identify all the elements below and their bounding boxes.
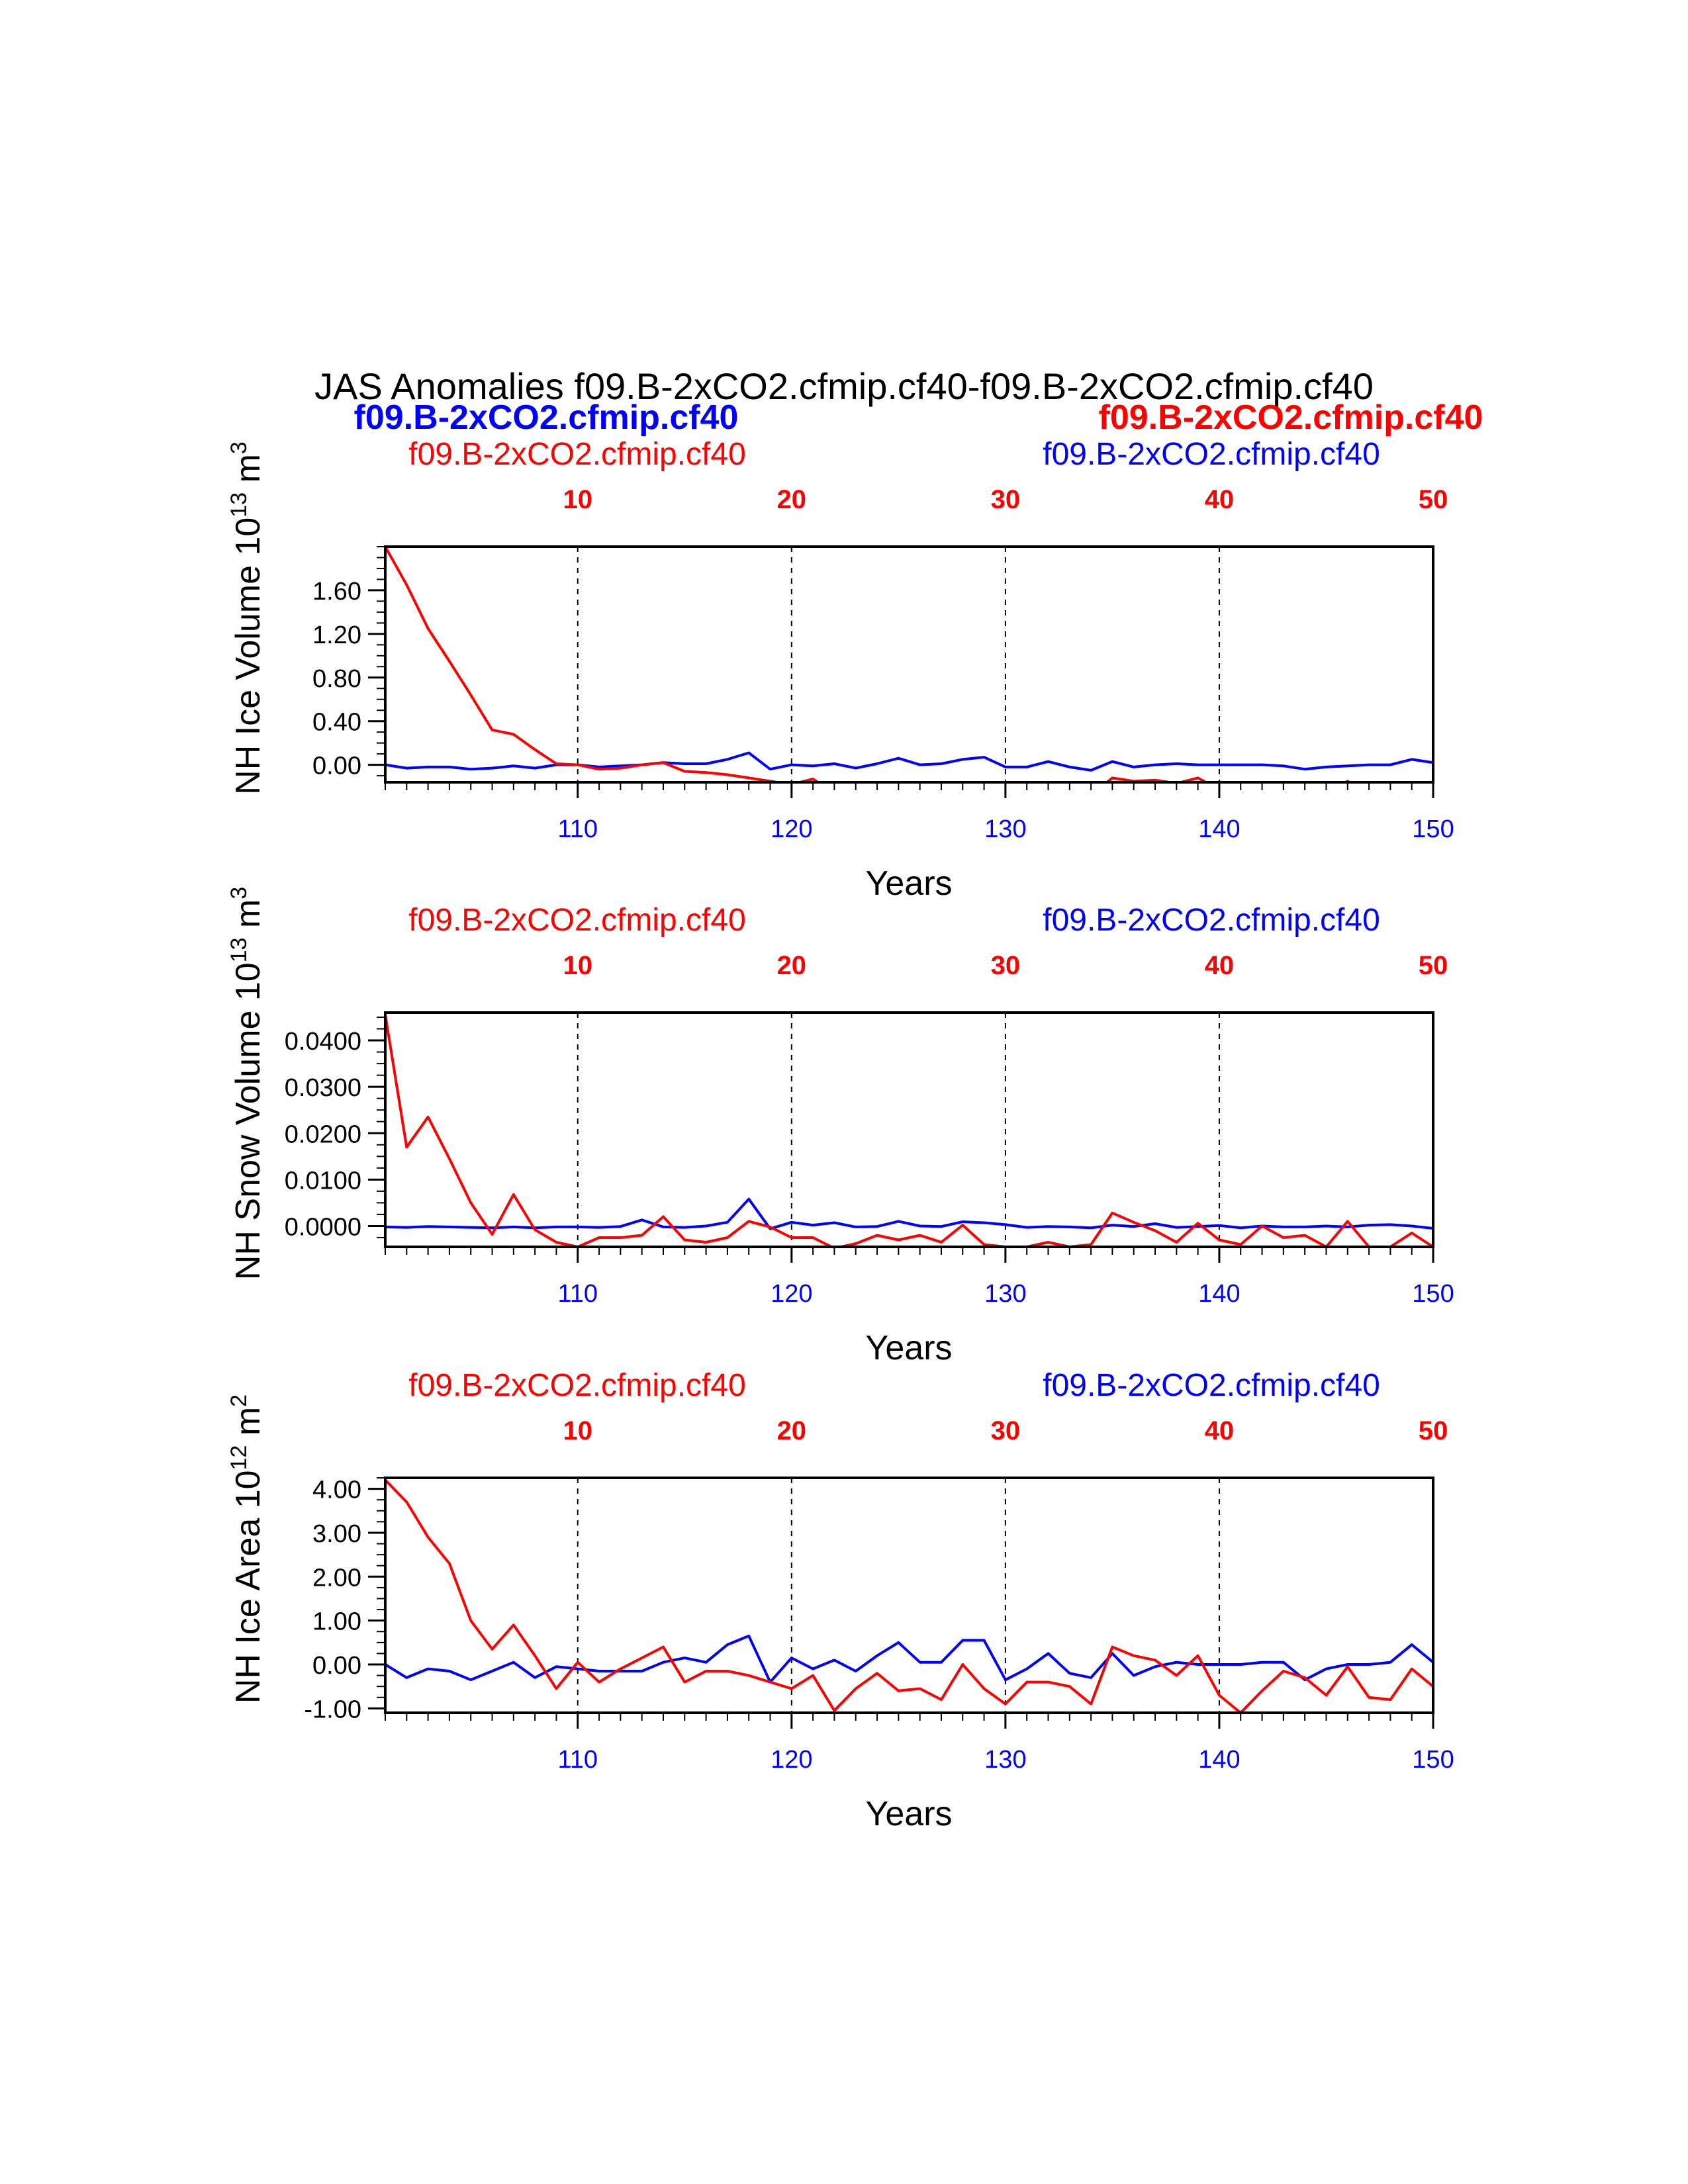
x-bottom-tick-label: 120 bbox=[771, 1746, 812, 1774]
y-tick-label: 0.40 bbox=[312, 709, 361, 737]
y-axis-title-part: NH Ice Area 10 bbox=[229, 1470, 267, 1704]
x-top-tick-label: 20 bbox=[777, 1416, 807, 1445]
y-tick-label: 0.0100 bbox=[285, 1167, 361, 1195]
plot-frame bbox=[384, 1477, 1434, 1714]
y-axis-title: NH Ice Area 1012 m2 bbox=[226, 1394, 267, 1704]
x-axis-title: Years bbox=[865, 1329, 952, 1367]
y-tick-label: 0.00 bbox=[312, 1652, 361, 1680]
y-tick-label: 0.0400 bbox=[285, 1028, 361, 1056]
y-tick-label: 0.0200 bbox=[285, 1120, 361, 1148]
y-axis-title-part: NH Ice Volume 10 bbox=[229, 518, 267, 795]
panel-1: 0.00 0.40 0.80 1.20 1.60 110 120 130 140 150 10 20 3… bbox=[226, 437, 1454, 903]
y-axis-title-superscript: 12 bbox=[226, 1445, 252, 1471]
y-axis-title: NH Ice Volume 1013 m3 bbox=[226, 441, 267, 795]
plot-frame bbox=[384, 1011, 1434, 1248]
x-bottom-tick-label: 130 bbox=[984, 1746, 1026, 1774]
series-label-right: f09.B-2xCO2.cfmip.cf40 bbox=[1043, 437, 1380, 472]
y-tick-label: 0.00 bbox=[312, 752, 361, 780]
x-top-tick-label: 50 bbox=[1419, 485, 1448, 514]
y-tick-label: 3.00 bbox=[312, 1520, 361, 1548]
legend-blue-label: f09.B-2xCO2.cfmip.cf40 bbox=[354, 398, 739, 437]
x-bottom-tick-label: 150 bbox=[1412, 815, 1454, 843]
x-top-tick-label: 10 bbox=[563, 951, 593, 980]
y-tick-label: 4.00 bbox=[312, 1477, 361, 1504]
legend-red-label: f09.B-2xCO2.cfmip.cf40 bbox=[1099, 398, 1483, 437]
x-top-tick-label: 30 bbox=[991, 951, 1021, 980]
y-tick-label: 1.60 bbox=[312, 578, 361, 606]
y-tick-label: 0.0000 bbox=[285, 1213, 361, 1241]
series-line-red bbox=[385, 1479, 1433, 1713]
y-axis-title-superscript: 3 bbox=[226, 441, 252, 454]
x-axis-title: Years bbox=[865, 864, 952, 903]
y-axis-title-superscript: 13 bbox=[226, 938, 252, 963]
x-bottom-tick-label: 110 bbox=[557, 1280, 598, 1308]
x-top-tick-label: 20 bbox=[777, 951, 807, 980]
y-axis-title-superscript: 13 bbox=[226, 492, 252, 518]
series-line-blue bbox=[385, 1634, 1433, 1684]
x-top-tick-label: 30 bbox=[991, 485, 1021, 514]
x-top-tick-label: 30 bbox=[991, 1416, 1021, 1445]
x-top-tick-label: 10 bbox=[563, 1416, 593, 1445]
main-title: JAS Anomalies f09.B-2xCO2.cfmip.cf40-f09… bbox=[314, 365, 1374, 407]
y-tick-label: -1.00 bbox=[304, 1696, 361, 1723]
y-tick-label: 2.00 bbox=[312, 1564, 361, 1592]
series-label-right: f09.B-2xCO2.cfmip.cf40 bbox=[1043, 1368, 1380, 1403]
y-axis-title-superscript: 2 bbox=[226, 1394, 252, 1407]
x-top-tick-label: 40 bbox=[1205, 1416, 1235, 1445]
y-tick-label: 0.80 bbox=[312, 665, 361, 693]
x-bottom-tick-label: 140 bbox=[1198, 1746, 1240, 1774]
x-bottom-tick-label: 150 bbox=[1412, 1746, 1454, 1774]
x-top-tick-label: 40 bbox=[1205, 951, 1235, 980]
series-label-left: f09.B-2xCO2.cfmip.cf40 bbox=[408, 1368, 746, 1403]
x-bottom-tick-label: 130 bbox=[984, 1280, 1026, 1308]
x-top-tick-label: 10 bbox=[563, 485, 593, 514]
x-bottom-tick-label: 140 bbox=[1198, 815, 1240, 843]
y-tick-label: 0.0300 bbox=[285, 1074, 361, 1102]
y-axis-title-part: m bbox=[229, 454, 267, 492]
series-label-right: f09.B-2xCO2.cfmip.cf40 bbox=[1043, 903, 1380, 938]
x-bottom-tick-label: 120 bbox=[771, 1280, 812, 1308]
plot-frame bbox=[384, 545, 1434, 784]
x-top-tick-label: 50 bbox=[1419, 1416, 1448, 1445]
x-axis-title: Years bbox=[865, 1795, 952, 1833]
series-line-blue bbox=[385, 1197, 1433, 1230]
x-bottom-tick-label: 130 bbox=[984, 815, 1026, 843]
series-label-left: f09.B-2xCO2.cfmip.cf40 bbox=[408, 437, 746, 472]
y-axis-title-part: NH Snow Volume 10 bbox=[229, 962, 267, 1280]
x-top-tick-label: 50 bbox=[1419, 951, 1448, 980]
y-axis-title-part: m bbox=[229, 1407, 267, 1445]
series-label-left: f09.B-2xCO2.cfmip.cf40 bbox=[408, 903, 746, 938]
x-bottom-tick-label: 110 bbox=[557, 815, 598, 843]
x-bottom-tick-label: 110 bbox=[557, 1746, 598, 1774]
y-tick-label: 1.20 bbox=[312, 621, 361, 649]
panel-3: -1.00 0.00 1.00 2.00 3.00 4.00 110 120 130 140 150… bbox=[226, 1368, 1454, 1833]
series-line-red bbox=[385, 1015, 1433, 1247]
x-bottom-tick-label: 120 bbox=[771, 815, 812, 843]
x-top-tick-label: 20 bbox=[777, 485, 807, 514]
y-axis-title: NH Snow Volume 1013 m3 bbox=[226, 887, 267, 1280]
x-top-tick-label: 40 bbox=[1205, 485, 1235, 514]
y-axis-title-superscript: 3 bbox=[226, 887, 252, 899]
series-line-red bbox=[385, 547, 1352, 782]
panel-2: 0.0000 0.0100 0.0200 0.0300 0.0400 110 120 130 1… bbox=[226, 887, 1454, 1367]
y-axis-title-part: m bbox=[229, 899, 267, 938]
x-bottom-tick-label: 140 bbox=[1198, 1280, 1240, 1308]
y-tick-label: 1.00 bbox=[312, 1608, 361, 1636]
x-bottom-tick-label: 150 bbox=[1412, 1280, 1454, 1308]
